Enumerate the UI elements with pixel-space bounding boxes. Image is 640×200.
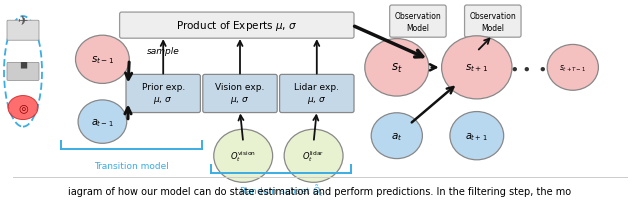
Text: Random subset $\tilde{O}_t$: Random subset $\tilde{O}_t$ <box>239 183 323 198</box>
Text: $O_t^{\rm lidar}$: $O_t^{\rm lidar}$ <box>303 149 324 163</box>
Ellipse shape <box>78 100 127 144</box>
Ellipse shape <box>371 113 422 159</box>
Text: $s_{t+1}$: $s_{t+1}$ <box>465 62 488 74</box>
Text: $a_t$: $a_t$ <box>391 130 403 142</box>
FancyBboxPatch shape <box>390 6 446 38</box>
Text: $s_{t-1}$: $s_{t-1}$ <box>91 54 114 66</box>
Ellipse shape <box>76 36 129 84</box>
Text: iagram of how our model can do state estimation and perform predictions. In the : iagram of how our model can do state est… <box>68 186 572 196</box>
Text: $O_t^{\rm vision}$: $O_t^{\rm vision}$ <box>230 149 256 163</box>
Text: Vision exp.
$\mu$, $\sigma$: Vision exp. $\mu$, $\sigma$ <box>215 83 265 105</box>
FancyBboxPatch shape <box>203 75 277 113</box>
FancyBboxPatch shape <box>280 75 354 113</box>
Text: ◎: ◎ <box>18 103 28 113</box>
Text: $\bullet\bullet\bullet$: $\bullet\bullet\bullet$ <box>509 61 547 75</box>
Ellipse shape <box>450 112 504 160</box>
Text: Observation
Model: Observation Model <box>394 12 442 32</box>
Text: ✈: ✈ <box>18 16 28 28</box>
Ellipse shape <box>547 45 598 91</box>
Text: Lidar exp.
$\mu$, $\sigma$: Lidar exp. $\mu$, $\sigma$ <box>294 83 339 105</box>
Ellipse shape <box>8 96 38 120</box>
Text: Prior exp.
$\mu$, $\sigma$: Prior exp. $\mu$, $\sigma$ <box>141 83 185 105</box>
Text: $a_{t+1}$: $a_{t+1}$ <box>465 130 488 142</box>
Ellipse shape <box>442 37 512 99</box>
Text: $a_{t-1}$: $a_{t-1}$ <box>91 116 114 128</box>
FancyBboxPatch shape <box>126 75 200 113</box>
Ellipse shape <box>284 130 343 182</box>
Text: $s_{t+T-1}$: $s_{t+T-1}$ <box>559 63 586 73</box>
Ellipse shape <box>214 130 273 182</box>
FancyBboxPatch shape <box>7 63 39 81</box>
Text: sample: sample <box>147 47 180 56</box>
Text: Transition model: Transition model <box>94 161 168 170</box>
Text: ◼: ◼ <box>19 59 27 69</box>
FancyBboxPatch shape <box>465 6 521 38</box>
Ellipse shape <box>365 39 429 97</box>
FancyBboxPatch shape <box>120 13 354 39</box>
Text: Product of Experts $\mu$, $\sigma$: Product of Experts $\mu$, $\sigma$ <box>176 19 298 33</box>
FancyBboxPatch shape <box>7 21 39 41</box>
Text: $s_t$: $s_t$ <box>391 61 403 75</box>
Text: Observation
Model: Observation Model <box>469 12 516 32</box>
